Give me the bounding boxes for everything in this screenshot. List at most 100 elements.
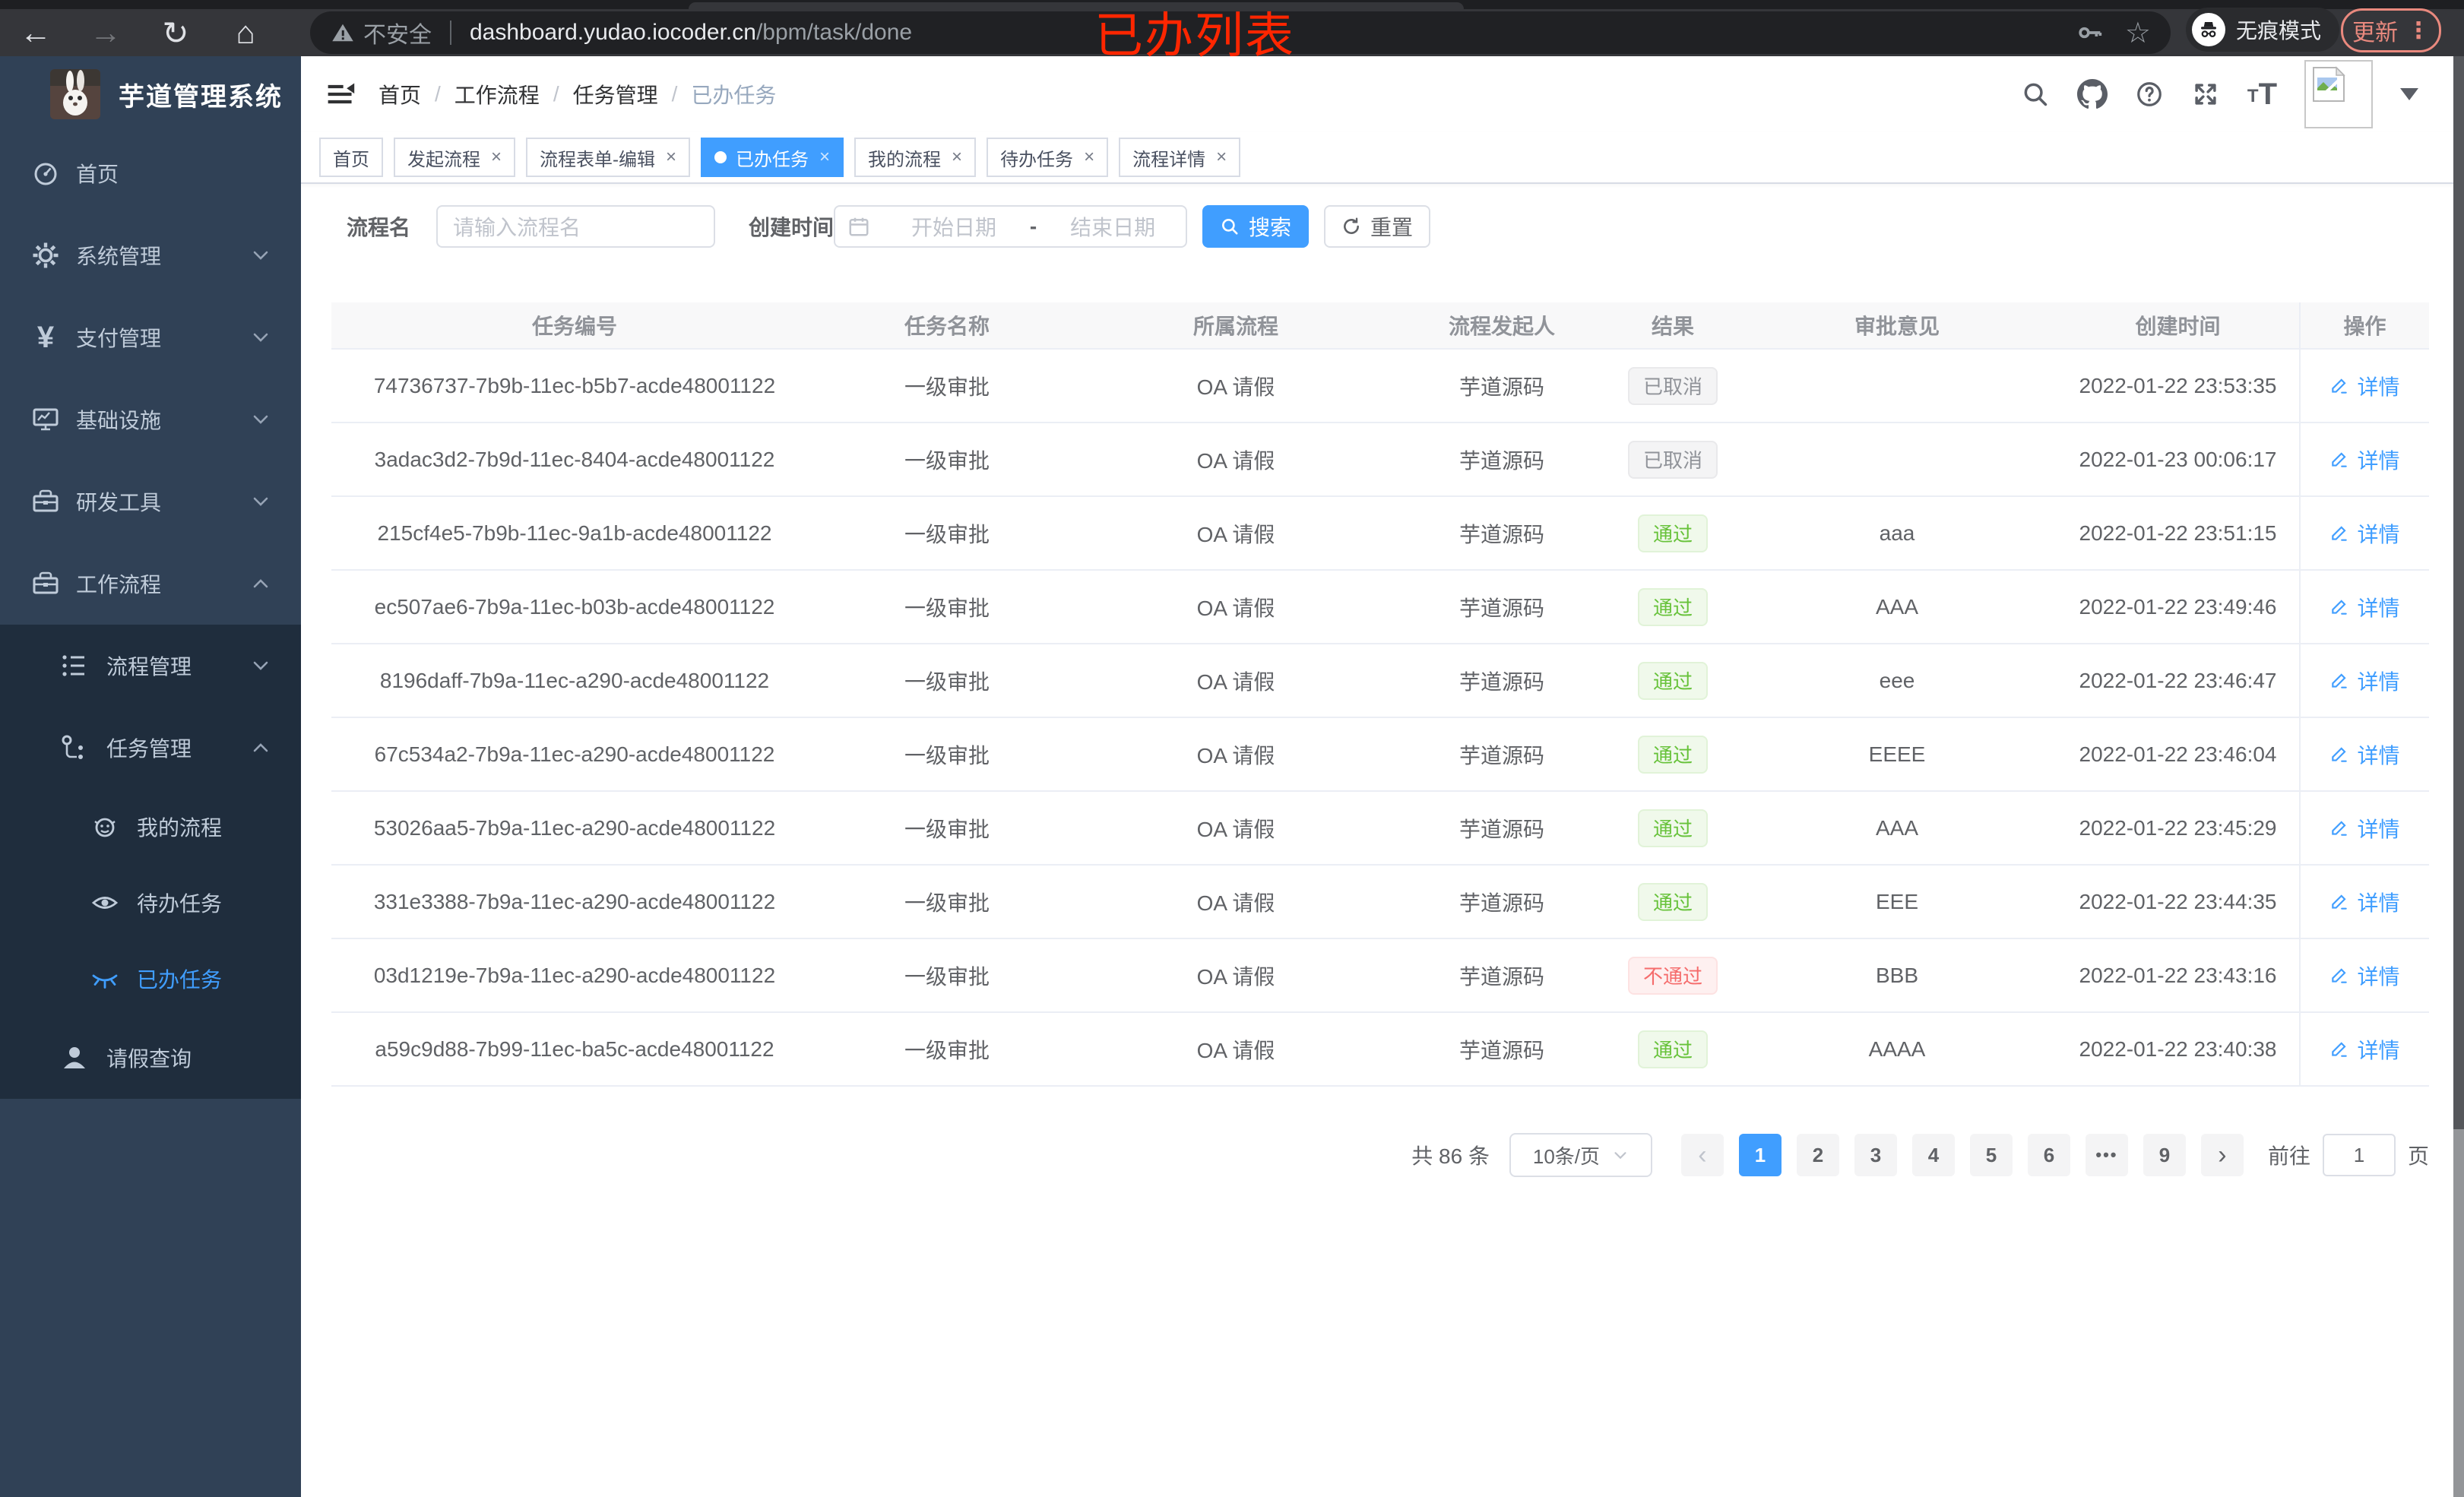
address-bar[interactable]: 不安全 dashboard.yudao.iocoder.cn/bpm/task/… [310,11,2171,54]
sidebar-item-my-process[interactable]: 我的流程 [0,789,301,865]
share-node-icon [59,733,90,763]
tag-my-process[interactable]: 我的流程 × [854,138,977,177]
incognito-label: 无痕模式 [2236,19,2322,43]
page-size-select[interactable]: 10条/页 [1509,1133,1652,1177]
sidebar-item-system[interactable]: 系统管理 [0,214,301,296]
close-icon[interactable]: × [491,147,502,167]
security-status[interactable]: 不安全 [363,23,432,48]
close-icon[interactable]: × [1084,147,1095,167]
edit-pencil-icon [2332,599,2348,615]
close-icon[interactable]: × [819,147,831,167]
window-scrollbar[interactable] [2453,56,2464,1497]
status-badge: 已取消 [1627,366,1718,405]
tag-home[interactable]: 首页 [319,138,383,177]
page-number-button[interactable]: 4 [1911,1134,1955,1176]
sidebar-item-leave-query[interactable]: 请假查询 [0,1017,301,1099]
chevron-down-icon [251,656,271,676]
edit-pencil-icon [2332,894,2348,910]
jump-page-input[interactable] [2322,1134,2396,1176]
cell-action: 详情 [2299,570,2429,644]
chevron-up-icon [251,738,271,758]
search-button[interactable]: 搜索 [1202,205,1310,248]
close-icon[interactable]: × [666,147,677,167]
sidebar-item-done-tasks[interactable]: 已办任务 [0,941,301,1017]
cell-opinion: AAA [1737,791,2057,866]
detail-link[interactable]: 详情 [2329,445,2400,475]
avatar[interactable] [2304,60,2373,128]
start-date-placeholder[interactable]: 开始日期 [911,216,996,239]
sidebar-item-payment[interactable]: ¥ 支付管理 [0,296,301,378]
breadcrumb-task-mgmt[interactable]: 任务管理 [572,84,658,107]
sidebar-logo-row[interactable]: 芋道管理系统 [0,56,301,132]
detail-link[interactable]: 详情 [2329,666,2400,696]
avatar-caret-icon[interactable] [2400,88,2418,100]
breadcrumb-home[interactable]: 首页 [378,84,422,107]
sidebar-item-label: 任务管理 [106,737,192,761]
github-icon[interactable] [2076,79,2108,109]
tag-todo-tasks[interactable]: 待办任务 × [987,138,1109,177]
detail-link[interactable]: 详情 [2329,371,2400,401]
tag-process-detail[interactable]: 流程详情 × [1119,138,1241,177]
browser-update-button[interactable]: 更新 ⋮ [2341,8,2441,52]
detail-link[interactable]: 详情 [2329,961,2400,991]
breadcrumb-workflow[interactable]: 工作流程 [454,84,540,107]
cell-starter: 芋道源码 [1395,791,1608,866]
sidebar-item-process-mgmt[interactable]: 流程管理 [0,625,301,707]
next-page-button[interactable]: › [2200,1134,2244,1176]
password-key-icon[interactable] [2075,17,2105,48]
page-number-button[interactable]: 9 [2143,1134,2186,1176]
end-date-placeholder[interactable]: 结束日期 [1070,216,1156,239]
prev-page-button[interactable]: ‹ [1680,1134,1724,1176]
table-row: 8196daff-7b9a-11ec-a290-acde48001122 一级审… [331,644,2429,718]
sidebar-item-todo-tasks[interactable]: 待办任务 [0,865,301,941]
sidebar-fold-icon[interactable] [325,79,356,109]
col-created: 创建时间 [2057,302,2300,350]
page-number-button[interactable]: 3 [1854,1134,1897,1176]
date-range-input[interactable]: 开始日期 - 结束日期 [834,205,1188,248]
page-number-button[interactable]: ••• [2085,1134,2128,1176]
bookmark-star-icon[interactable]: ☆ [2124,17,2151,49]
process-name-input[interactable]: 请输入流程名 [436,205,716,248]
sidebar-item-workflow[interactable]: 工作流程 [0,543,301,625]
detail-link[interactable]: 详情 [2329,887,2400,917]
workflow-submenu: 流程管理 任务管理 我的流程 待办任务 [0,625,301,1099]
cell-task-name: 一级审批 [818,938,1076,1013]
reset-button[interactable]: 重置 [1324,205,1431,248]
fullscreen-icon[interactable] [2191,80,2220,109]
help-icon[interactable] [2135,80,2164,109]
cell-task-name: 一级审批 [818,423,1076,497]
tree-list-icon [59,650,90,681]
detail-link[interactable]: 详情 [2329,1034,2400,1065]
done-task-table: 任务编号 任务名称 所属流程 流程发起人 结果 审批意见 创建时间 操作 747… [331,302,2429,1087]
browser-active-tab[interactable] [689,2,1464,9]
home-icon[interactable]: ⌂ [236,14,255,50]
reload-icon[interactable]: ↻ [162,14,189,51]
sidebar-item-infra[interactable]: 基础设施 [0,378,301,460]
detail-link[interactable]: 详情 [2329,739,2400,770]
cell-starter: 芋道源码 [1395,423,1608,497]
browser-menu-icon[interactable]: ⋮ [2407,17,2430,43]
sidebar-item-home[interactable]: 首页 [0,132,301,214]
sidebar-item-devtools[interactable]: 研发工具 [0,460,301,543]
tag-start-process[interactable]: 发起流程 × [394,138,516,177]
page-number-button[interactable]: 6 [2027,1134,2070,1176]
close-icon[interactable]: × [1216,147,1227,167]
page-number-button[interactable]: 2 [1796,1134,1839,1176]
robot-icon [90,812,120,842]
detail-link[interactable]: 详情 [2329,813,2400,843]
detail-link[interactable]: 详情 [2329,518,2400,549]
tag-form-edit[interactable]: 流程表单-编辑 × [526,138,691,177]
page-number-button[interactable]: 1 [1738,1134,1781,1176]
back-icon[interactable]: ← [20,14,52,50]
page-number-button[interactable]: 5 [1969,1134,2013,1176]
sidebar-item-label: 工作流程 [76,573,162,597]
header-search-icon[interactable] [2021,80,2050,109]
cell-created: 2022-01-22 23:46:47 [2057,644,2300,718]
tag-done-tasks[interactable]: 已办任务 × [701,138,844,177]
detail-link[interactable]: 详情 [2329,592,2400,622]
sidebar-item-task-mgmt[interactable]: 任务管理 [0,707,301,789]
sidebar-item-label: 请假查询 [106,1047,192,1071]
close-icon[interactable]: × [952,147,963,167]
cell-opinion: AAA [1737,570,2057,644]
